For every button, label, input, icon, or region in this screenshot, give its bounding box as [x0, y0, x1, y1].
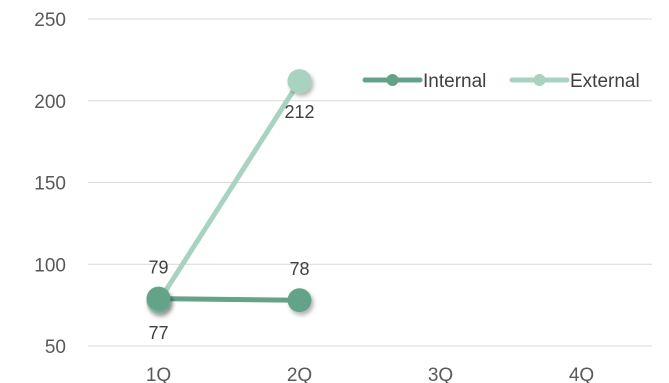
data-point-external: [287, 69, 312, 94]
data-point-internal: [287, 288, 312, 313]
legend-swatch-marker: [386, 74, 399, 86]
data-label-external: 212: [284, 102, 314, 122]
x-axis: 1Q 2Q 3Q 4Q: [146, 365, 594, 383]
data-point-internal: [146, 286, 171, 311]
legend-item-external: External: [509, 71, 640, 92]
data-label-internal: 78: [289, 259, 309, 279]
y-tick-label: 100: [34, 255, 66, 276]
series-line-external: [156, 78, 302, 305]
x-tick-label: 3Q: [428, 365, 453, 383]
y-tick-label: 50: [45, 337, 66, 358]
legend-label: External: [570, 71, 640, 92]
series-line-internal: [156, 296, 302, 303]
y-tick-label: 250: [34, 10, 66, 31]
x-tick-label: 4Q: [569, 365, 594, 383]
series-group: 79 78 77 212: [146, 69, 315, 343]
y-tick-label: 200: [34, 92, 66, 113]
legend-item-internal: Internal: [362, 71, 486, 92]
data-label-external: 77: [148, 323, 168, 343]
y-axis: 50 100 150 200 250: [34, 10, 66, 358]
x-tick-label: 2Q: [287, 365, 312, 383]
legend: Internal External: [362, 71, 640, 92]
y-tick-label: 150: [34, 174, 66, 195]
x-tick-label: 1Q: [146, 365, 171, 383]
data-label-internal: 79: [148, 258, 168, 278]
legend-label: Internal: [423, 71, 486, 92]
legend-swatch-marker: [533, 74, 546, 86]
